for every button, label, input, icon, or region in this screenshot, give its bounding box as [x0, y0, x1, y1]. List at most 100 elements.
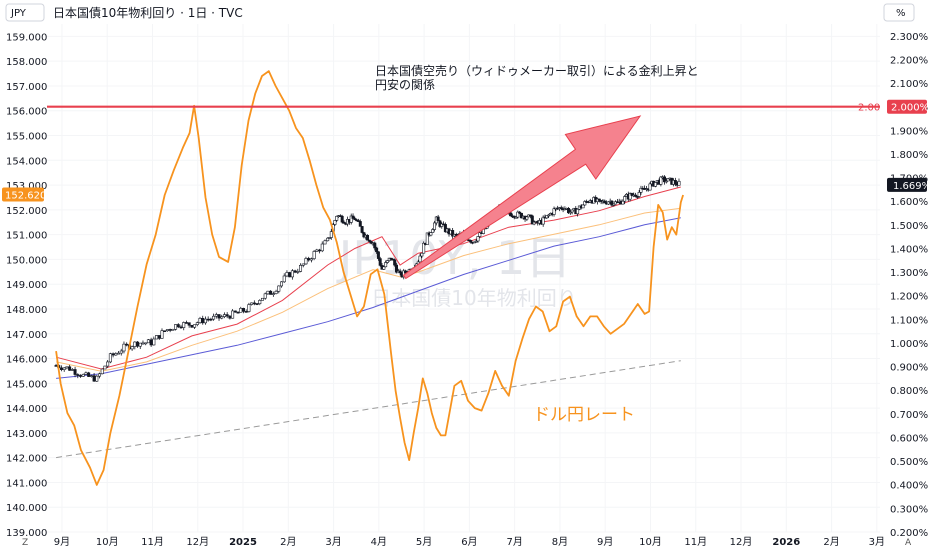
candle-body [117, 352, 121, 355]
candle-body [425, 232, 429, 245]
candle-body [666, 178, 670, 182]
candle-body [182, 322, 186, 328]
candle-body [472, 241, 476, 244]
corner-right[interactable]: A [905, 538, 912, 548]
left-tick-label: 141.000 [6, 478, 47, 489]
candle-body [315, 249, 319, 252]
candle-body [225, 314, 229, 317]
candle-body [360, 226, 364, 233]
right-tick-label: 1.200% [890, 292, 928, 303]
candle-body [327, 237, 331, 239]
candle-body [144, 342, 148, 345]
candle-body [335, 215, 339, 221]
candle-body [639, 187, 643, 193]
x-tick-label: 6月 [461, 536, 477, 548]
candle-body [138, 342, 142, 347]
left-tick-label: 159.000 [6, 32, 47, 43]
candle-body [378, 258, 382, 266]
candle-body [81, 374, 85, 377]
left-tick-label: 154.000 [6, 156, 47, 167]
left-tick-label: 143.000 [6, 429, 47, 440]
candle-body [576, 208, 580, 215]
right-tick-label: 1.800% [890, 150, 928, 161]
candle-body [220, 316, 224, 319]
currency-box[interactable] [5, 3, 45, 22]
candle-body [198, 318, 202, 323]
candle-body [103, 365, 107, 370]
right-tick-label: 0.800% [890, 386, 928, 397]
candle-body [187, 322, 191, 326]
candle-body [512, 215, 516, 218]
candle-body [653, 182, 657, 187]
candle-body [567, 208, 571, 214]
candle-body [296, 271, 300, 273]
candle-body [366, 234, 370, 241]
x-tick-label: 3月 [325, 536, 341, 548]
candle-body [231, 310, 235, 319]
x-tick-label: 7月 [506, 536, 522, 548]
watermark-name: 日本国債10年物利回り [371, 286, 576, 310]
candle-body [92, 375, 96, 382]
candle-body [193, 324, 197, 328]
x-tick-label: 2026 [772, 537, 800, 548]
candle-body [418, 255, 422, 263]
candle-body [398, 270, 402, 274]
left-tick-label: 149.000 [6, 280, 47, 291]
candle-body [389, 257, 393, 260]
left-tick-label: 152.000 [6, 206, 47, 217]
candle-body [376, 251, 380, 259]
right-tick-label: 0.600% [890, 433, 928, 444]
x-tick-label: 2月 [823, 536, 839, 548]
candle-body [301, 263, 305, 266]
candle-body [353, 218, 357, 221]
right-tick-label: 1.600% [890, 197, 928, 208]
candle-body [288, 272, 292, 278]
usdjpy-last-text: 152.620 [5, 190, 46, 201]
x-tick-label: 9月 [597, 536, 613, 548]
candle-body [277, 285, 281, 292]
candle-body [255, 303, 259, 305]
candle-body [176, 324, 180, 328]
candle-body [155, 335, 159, 340]
candle-body [271, 293, 275, 295]
candle-body [637, 192, 641, 197]
right-tick-label: 0.700% [890, 410, 928, 421]
chart-title: 日本国債10年物利回り · 1日 · TVC [53, 5, 243, 20]
candle-body [394, 264, 398, 273]
candle-body [630, 193, 634, 196]
candle-body [95, 375, 99, 382]
x-tick-label: 5月 [416, 536, 432, 548]
candle-body [130, 346, 134, 350]
corner-left[interactable]: Z [22, 538, 28, 548]
candle-body [663, 176, 667, 183]
candle-body [250, 302, 254, 305]
right-tick-label: 1.900% [890, 126, 928, 137]
candle-body [333, 220, 337, 225]
candle-body [436, 216, 440, 222]
candle-body [111, 353, 115, 356]
candle-body [89, 375, 93, 377]
candle-body [68, 366, 72, 371]
candle-body [165, 329, 169, 332]
left-tick-label: 157.000 [6, 82, 47, 93]
candle-body [648, 183, 652, 191]
candle-body [603, 200, 607, 204]
x-tick-label: 10月 [639, 536, 662, 548]
candle-body [518, 211, 522, 214]
candle-body [532, 221, 536, 225]
unit-box[interactable] [883, 3, 915, 22]
x-tick-label: 9月 [54, 536, 70, 548]
axes-layer: 139.000 140.000 141.000 142.000 143.000 144.0… [2, 32, 931, 548]
candle-body [274, 290, 278, 294]
candle-body [299, 265, 303, 272]
left-tick-label: 144.000 [6, 404, 47, 415]
candle-body [312, 251, 316, 259]
candle-body [373, 242, 377, 249]
candle-body [375, 247, 379, 253]
left-tick-label: 153.000 [6, 181, 47, 192]
candle-body [179, 326, 183, 329]
candle-body [146, 339, 150, 344]
candle-body [125, 343, 129, 346]
candle-body [356, 220, 360, 222]
